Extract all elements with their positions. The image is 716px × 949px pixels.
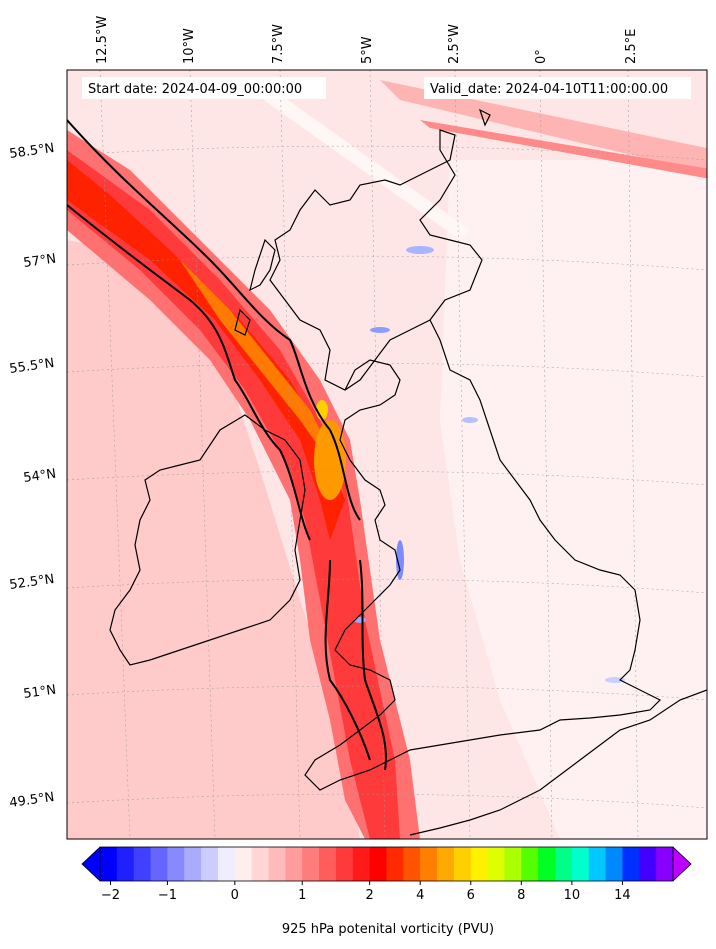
colorbar-cell [605,847,624,881]
colorbar-cell [116,847,135,881]
colorbar-cell [555,847,573,881]
lon-tick-5w: 5°W [360,36,375,64]
colorbar-tick-label: 14 [614,888,631,903]
colorbar-cell [167,847,185,881]
lon-tick-2-5w: 2.5°W [447,24,462,64]
colorbar-cell [403,847,421,881]
colorbar-cell [622,847,640,881]
colorbar-cell [133,847,152,881]
colorbar-cell [150,847,169,881]
lon-tick-0: 0° [534,49,549,64]
colorbar-cell [352,847,371,881]
colorbar-frame [99,846,674,882]
colorbar-tick-label: 6 [467,888,475,903]
colorbar-cell [268,847,286,881]
pv-contours [67,119,387,771]
valid-label-box [424,77,691,99]
colorbar-tick-label: 4 [416,888,424,903]
colorbar-cell [335,847,354,881]
colorbar-cell [234,847,253,881]
start-label-box [82,77,326,99]
colorbar-cell [504,847,522,881]
colorbar-tick-label: −2 [101,888,120,903]
colorbar-cell [639,847,657,881]
colorbar-cell [656,847,674,881]
lon-tick-2-5e: 2.5°E [624,29,639,64]
graticule [67,70,707,839]
lat-tick-52-5n: 52.5°N [8,572,55,593]
colorbar-cell [437,847,455,881]
colorbar-cell [217,847,236,881]
colorbar-cell [251,847,270,881]
colorbar-tick-label: 1 [298,888,306,903]
colorbar-cell [487,847,506,881]
start-date-label: Start date: 2024-04-09_00:00:00 [88,82,302,97]
lon-tick-7-5w: 7.5°W [271,24,286,64]
colorbar-label: 925 hPa potenital vorticity (PVU) [282,922,494,937]
colorbar-extend-low [82,847,100,881]
lat-tick-51n: 51°N [22,683,57,702]
colorbar-cell [470,847,489,881]
colorbar-cell [571,847,590,881]
colorbar-tick-label: 2 [366,888,374,903]
colorbar: −2 −1 0 1 2 4 6 8 10 14 [81,846,692,903]
colorbar-cell [100,847,118,881]
colorbar-cell [386,847,404,881]
lon-tick-12-5w: 12.5°W [95,16,110,64]
colorbar-tick-label: −1 [158,888,177,903]
colorbar-extend-high [673,847,691,881]
coastlines [109,108,707,836]
colorbar-cell [588,847,607,881]
colorbar-cell [184,847,202,881]
colorbar-cell [420,847,438,881]
colorbar-tick-label: 8 [517,888,525,903]
vorticity-field [67,70,707,839]
lat-tick-49-5n: 49.5°N [8,790,55,811]
lat-tick-57n: 57°N [22,252,57,271]
map-frame [66,69,708,840]
lon-tick-labels: 12.5°W 10°W 7.5°W 5°W 2.5°W 0° 2.5°E [95,16,639,64]
colorbar-cell [521,847,539,881]
colorbar-cell [285,847,303,881]
valid-date-label: Valid_date: 2024-04-10T11:00:00.00 [430,82,668,97]
colorbar-tick-label: 10 [564,888,581,903]
lon-tick-10w: 10°W [182,28,197,64]
colorbar-cell [538,847,556,881]
colorbar-cell [302,847,320,881]
colorbar-cell [453,847,472,881]
lat-tick-58-5n: 58.5°N [8,141,55,162]
colorbar-cell [369,847,388,881]
colorbar-cell [319,847,337,881]
lat-tick-55-5n: 55.5°N [8,356,55,377]
colorbar-tick-label: 0 [231,888,239,903]
lat-tick-54n: 54°N [22,467,57,486]
lat-tick-labels: 58.5°N 57°N 55.5°N 54°N 52.5°N 51°N 49.5… [8,141,57,811]
colorbar-cell [201,847,219,881]
